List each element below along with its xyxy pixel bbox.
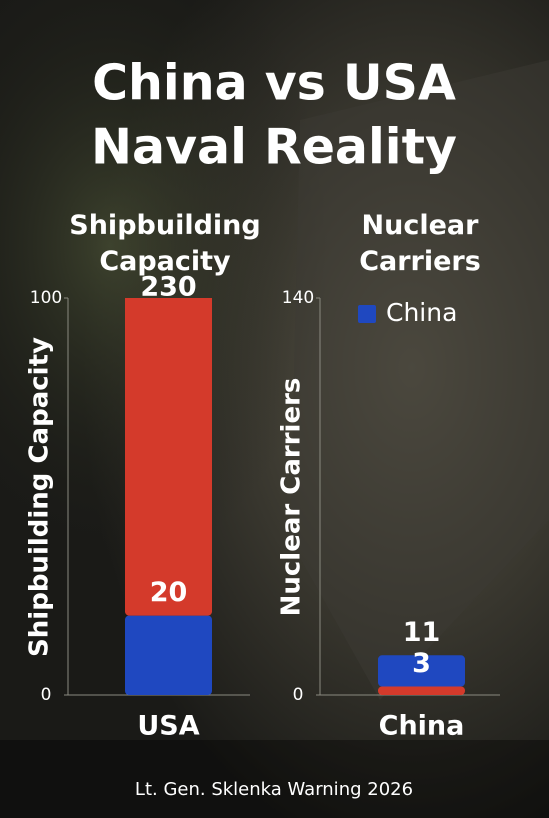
y-tick-label: 0: [41, 685, 52, 705]
chart-title: Shipbuilding Capacity: [69, 210, 261, 277]
x-tick-label: China: [379, 711, 465, 742]
legend-swatch: [358, 305, 376, 323]
y-axis-label: Shipbuilding Capacity: [25, 337, 55, 657]
bar-segment: [125, 298, 212, 616]
bar-segment: [378, 655, 465, 687]
data-label: 230: [140, 272, 196, 303]
title-line: China vs USA: [92, 55, 456, 112]
footer-band: [0, 740, 549, 818]
title-line: Naval Reality: [91, 119, 457, 176]
y-tick-label: 0: [293, 685, 304, 705]
data-label: 20: [150, 577, 188, 608]
y-axis-label: Nuclear Carriers: [277, 378, 307, 617]
bar-segment: [125, 615, 212, 695]
footer: Lt. Gen. Sklenka Warning 2026: [135, 779, 413, 800]
plot-area: [378, 655, 465, 695]
data-label: 11: [403, 617, 441, 648]
legend-label: China: [386, 298, 457, 327]
data-label: 3: [412, 648, 431, 679]
y-tick-label: 140: [282, 288, 314, 308]
x-tick-label: USA: [137, 711, 199, 742]
plot-area: [125, 298, 212, 695]
bar-segment: [378, 686, 465, 695]
y-tick-label: 100: [30, 288, 62, 308]
background-ship: [290, 60, 549, 700]
chart-title: Nuclear Carriers: [359, 210, 481, 277]
